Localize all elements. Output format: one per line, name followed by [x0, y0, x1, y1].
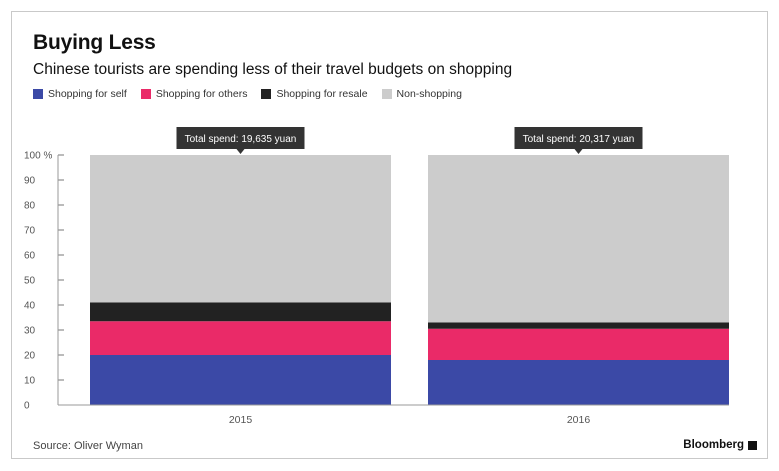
bar-segment-non-shopping-2016	[428, 155, 729, 323]
bar-segment-shopping-resale-2015	[90, 302, 391, 322]
bar-segment-shopping-resale-2016	[428, 322, 729, 329]
legend-swatch-shopping-resale	[261, 89, 272, 99]
x-category-label: 2016	[567, 414, 591, 426]
callout-box	[176, 127, 305, 149]
bar-segment-shopping-self-2015	[90, 355, 391, 405]
brand-name: Bloomberg	[683, 439, 744, 451]
y-tick-label: 50	[24, 276, 36, 287]
legend-label-shopping-others: Shopping for others	[155, 88, 248, 100]
y-tick-label: 20	[24, 351, 36, 362]
bar-segment-shopping-self-2016	[428, 360, 729, 405]
bloomberg-square-icon	[748, 440, 757, 450]
brand-logo: Bloomberg	[683, 439, 757, 451]
total-spend-label: Total spend: 20,317 yuan	[523, 134, 635, 145]
y-tick-label: 40	[24, 301, 36, 312]
legend-swatch-shopping-self	[33, 89, 43, 99]
x-category-label: 2015	[229, 414, 253, 426]
y-tick-label: 30	[24, 326, 36, 337]
bar-segment-shopping-others-2016	[428, 328, 729, 360]
callout-box	[514, 127, 643, 149]
legend: Shopping for self Shopping for others Sh…	[33, 88, 462, 100]
callout-pointer	[574, 149, 583, 154]
legend-swatch-non-shopping	[381, 89, 392, 99]
legend-item-shopping-resale: Shopping for resale	[261, 88, 368, 100]
legend-label-non-shopping: Non-shopping	[396, 88, 462, 100]
y-tick-label: 90	[24, 176, 36, 187]
total-spend-label: Total spend: 19,635 yuan	[185, 134, 297, 145]
legend-swatch-shopping-others	[140, 89, 151, 99]
total-spend-callout: Total spend: 19,635 yuan	[176, 127, 305, 154]
legend-label-shopping-resale: Shopping for resale	[276, 88, 368, 100]
y-tick-label: 70	[24, 226, 36, 237]
chart-subtitle: Chinese tourists are spending less of th…	[33, 61, 513, 78]
legend-item-non-shopping: Non-shopping	[381, 88, 462, 100]
callout-pointer	[236, 149, 245, 154]
y-tick-label: 60	[24, 251, 36, 262]
y-tick-label: 10	[24, 376, 36, 387]
bar-segment-shopping-others-2015	[90, 321, 391, 355]
legend-label-shopping-self: Shopping for self	[48, 88, 127, 100]
legend-item-shopping-self: Shopping for self	[33, 88, 127, 100]
bar-segment-non-shopping-2015	[90, 155, 391, 303]
total-spend-callout: Total spend: 20,317 yuan	[514, 127, 643, 154]
y-tick-label: 0	[24, 401, 30, 412]
legend-item-shopping-others: Shopping for others	[140, 88, 248, 100]
chart-title: Buying Less	[33, 31, 156, 54]
source-note: Source: Oliver Wyman	[33, 440, 143, 452]
y-tick-label: 100 %	[24, 151, 52, 162]
y-tick-label: 80	[24, 201, 36, 212]
